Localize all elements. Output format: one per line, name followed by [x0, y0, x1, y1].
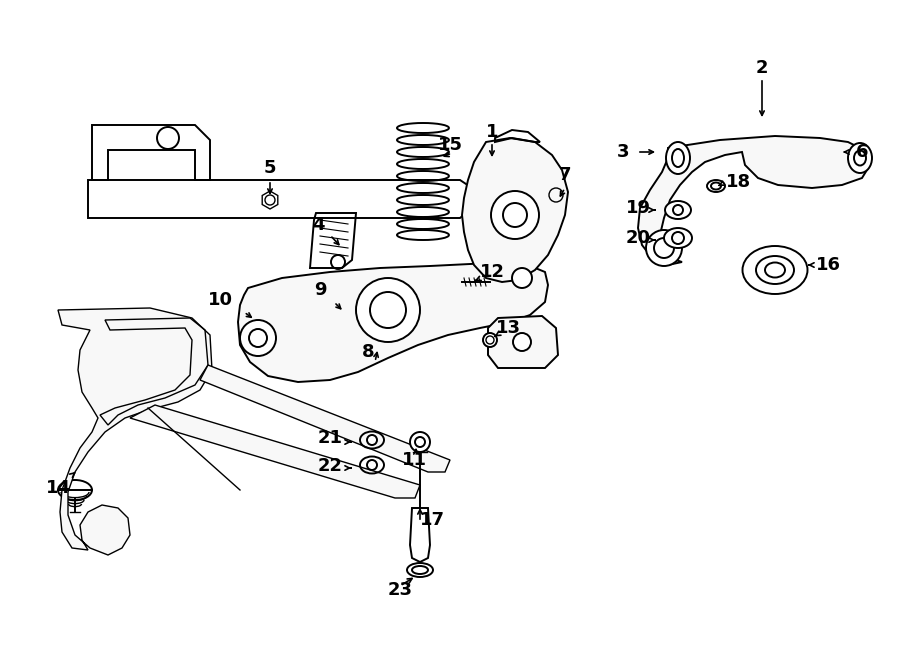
Text: 5: 5 [264, 159, 276, 177]
Circle shape [513, 333, 531, 351]
Circle shape [367, 460, 377, 470]
Text: 21: 21 [318, 429, 343, 447]
Circle shape [415, 437, 425, 447]
Circle shape [491, 191, 539, 239]
Ellipse shape [664, 228, 692, 248]
Polygon shape [488, 316, 558, 368]
Circle shape [370, 292, 406, 328]
Text: 22: 22 [318, 457, 343, 475]
Ellipse shape [665, 201, 691, 219]
Text: 13: 13 [496, 319, 520, 337]
Text: 6: 6 [856, 143, 868, 161]
Polygon shape [200, 365, 450, 472]
Text: 15: 15 [437, 136, 463, 154]
Text: 10: 10 [208, 291, 232, 309]
Ellipse shape [848, 143, 872, 173]
Polygon shape [238, 262, 548, 382]
Text: 1: 1 [486, 123, 499, 141]
Ellipse shape [666, 142, 690, 174]
Text: 7: 7 [559, 166, 572, 184]
Text: 16: 16 [815, 256, 841, 274]
Ellipse shape [756, 256, 794, 284]
Text: 23: 23 [388, 581, 412, 599]
Text: 4: 4 [311, 216, 324, 234]
Circle shape [240, 320, 276, 356]
Text: 11: 11 [401, 451, 427, 469]
Circle shape [483, 333, 497, 347]
Polygon shape [638, 136, 870, 265]
Text: 9: 9 [314, 281, 326, 299]
Text: 17: 17 [419, 511, 445, 529]
Text: 18: 18 [725, 173, 751, 191]
Polygon shape [462, 138, 568, 282]
Text: 12: 12 [480, 263, 505, 281]
Circle shape [410, 432, 430, 452]
Ellipse shape [742, 246, 807, 294]
Polygon shape [410, 508, 430, 562]
Ellipse shape [407, 563, 433, 577]
Text: 8: 8 [362, 343, 374, 361]
Circle shape [512, 268, 532, 288]
Text: 19: 19 [626, 199, 651, 217]
Circle shape [367, 435, 377, 445]
Ellipse shape [707, 180, 725, 192]
Polygon shape [130, 405, 420, 498]
Circle shape [356, 278, 420, 342]
Circle shape [646, 230, 682, 266]
Text: 14: 14 [46, 479, 70, 497]
Polygon shape [58, 308, 212, 555]
Text: 2: 2 [756, 59, 769, 77]
Text: 20: 20 [626, 229, 651, 247]
Text: 3: 3 [616, 143, 629, 161]
